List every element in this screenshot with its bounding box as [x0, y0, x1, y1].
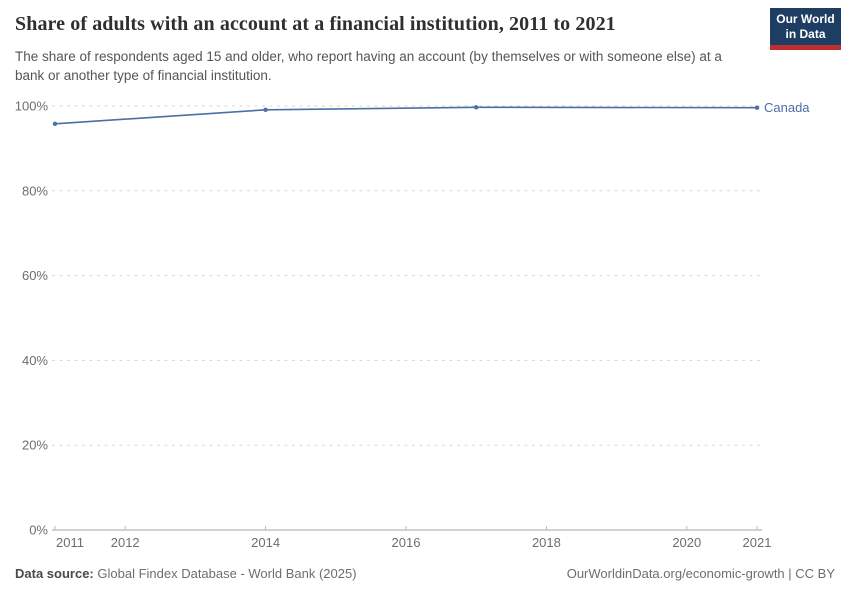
- y-tick-label-80: 80%: [22, 183, 48, 198]
- data-source: Data source: Global Findex Database - Wo…: [15, 566, 357, 581]
- x-tick-label-2016: 2016: [392, 535, 421, 550]
- x-tick-label-2018: 2018: [532, 535, 561, 550]
- owid-logo-line1: Our World: [776, 12, 835, 26]
- x-tick-label-2012: 2012: [111, 535, 140, 550]
- y-tick-label-20: 20%: [22, 438, 48, 453]
- citation-link[interactable]: OurWorldinData.org/economic-growth | CC …: [566, 566, 835, 581]
- x-tick-label-2020: 2020: [672, 535, 701, 550]
- owid-logo[interactable]: Our World in Data: [770, 8, 841, 50]
- data-point-canada-2021[interactable]: [754, 105, 760, 110]
- owid-logo-line2: in Data: [785, 27, 826, 41]
- y-tick-label-0: 0%: [29, 523, 48, 538]
- data-source-value: Global Findex Database - World Bank (202…: [97, 566, 357, 581]
- data-point-canada-2017[interactable]: [474, 105, 479, 110]
- data-point-canada-2014[interactable]: [263, 107, 268, 113]
- chart-title: Share of adults with an account at a fin…: [15, 13, 616, 35]
- chart-footer: Data source: Global Findex Database - Wo…: [15, 566, 835, 581]
- y-tick-label-40: 40%: [22, 353, 48, 368]
- y-tick-label-60: 60%: [22, 268, 48, 283]
- data-source-label: Data source:: [15, 566, 94, 581]
- series-end-label-canada[interactable]: Canada: [764, 100, 810, 115]
- chart-subtitle: The share of respondents aged 15 and old…: [15, 49, 722, 83]
- data-point-canada-2011[interactable]: [52, 121, 58, 127]
- x-tick-label-2021: 2021: [743, 535, 772, 550]
- x-tick-label-2014: 2014: [251, 535, 280, 550]
- y-tick-label-100: 100%: [15, 99, 49, 114]
- series-line-canada[interactable]: [54, 106, 758, 125]
- x-tick-label-2011: 2011: [56, 535, 84, 550]
